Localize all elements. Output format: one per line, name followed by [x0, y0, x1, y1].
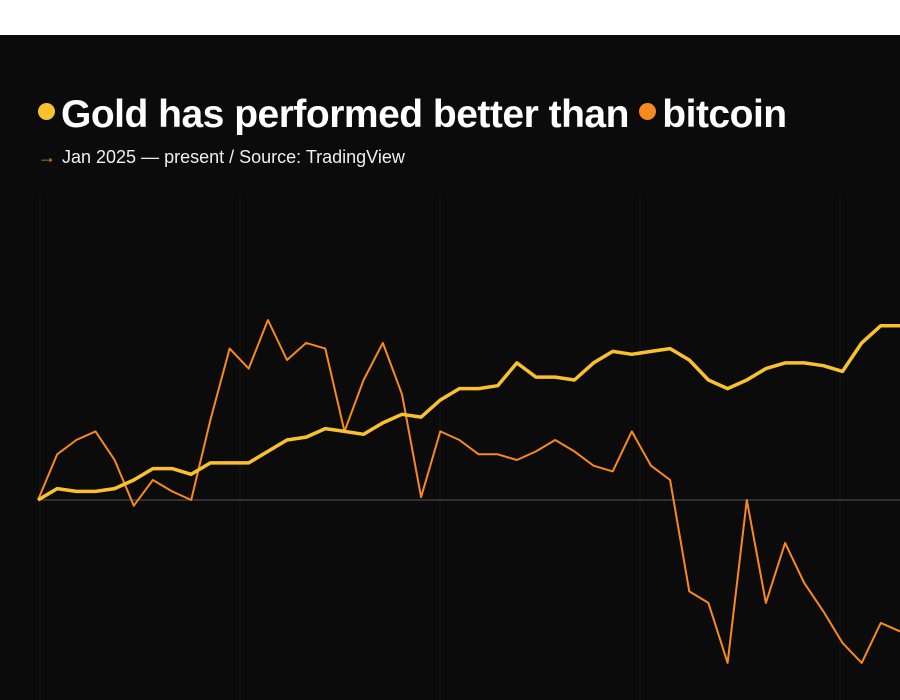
legend-label: bitcoin	[662, 93, 787, 136]
legend-label: Gold	[61, 93, 148, 136]
chart-panel: Gold has performed better than bitcoin →…	[0, 35, 900, 700]
subtitle-text: Jan 2025 — present / Source: TradingView	[62, 147, 405, 167]
subtitle-icon: →	[38, 147, 56, 167]
chart-title: Gold has performed better than bitcoin	[38, 93, 787, 137]
legend-dot	[38, 103, 55, 120]
vertical-grid	[39, 195, 841, 700]
subtitle: → Jan 2025 — present / Source: TradingVie…	[38, 147, 405, 168]
legend-dot	[639, 103, 657, 120]
series-line	[37, 319, 900, 664]
title-text: has performed better than	[158, 93, 629, 136]
chart	[37, 195, 900, 700]
series-line	[37, 323, 900, 502]
